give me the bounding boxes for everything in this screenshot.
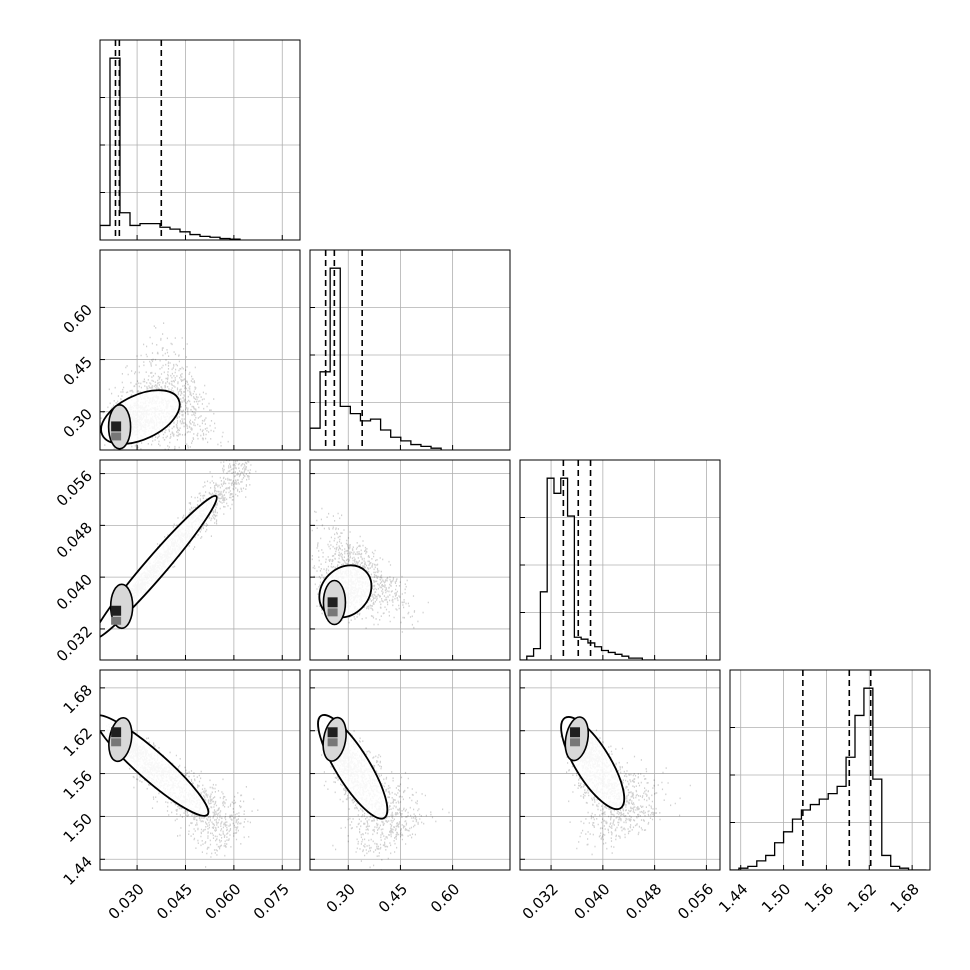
y-tick-label: 1.50 (60, 810, 96, 846)
density-shade (327, 738, 338, 747)
axes-frame (309, 249, 511, 451)
density-shade (570, 738, 581, 747)
density-peak (111, 727, 122, 738)
density-peak (111, 421, 122, 432)
density-peak (327, 727, 338, 738)
axes-frame (99, 39, 301, 241)
axes-frame (519, 459, 721, 661)
panel-3-0: 0.030 0.045 0.060 0.075 1.44 1.50 1.56 1.62 1.68 (60, 669, 301, 923)
x-tick-label: 1.50 (758, 880, 794, 916)
histogram-step (310, 267, 442, 450)
scatter-points (560, 716, 691, 856)
panel-2-2 (519, 459, 721, 661)
panel-3-3: 1.44 1.50 1.56 1.62 1.68 (715, 669, 931, 916)
axes-frame (309, 669, 511, 871)
x-tick-label: 0.045 (153, 880, 196, 923)
contour-outer (100, 389, 181, 445)
panel-2-0: 0.032 0.040 0.048 0.056 (53, 459, 301, 665)
y-tick-label: 1.68 (60, 681, 96, 717)
contour-outer (560, 716, 626, 811)
x-tick-label: 0.075 (250, 880, 293, 923)
x-tick-label: 0.048 (622, 880, 665, 923)
x-tick-label: 1.44 (715, 880, 751, 916)
panel-3-2: 0.032 0.040 0.048 0.056 (519, 669, 721, 923)
axes-frame (309, 459, 511, 661)
x-tick-label: 0.030 (105, 880, 148, 923)
y-tick-label: 0.048 (53, 519, 96, 562)
contour-outer (100, 495, 218, 640)
y-tick-label: 0.60 (60, 301, 96, 337)
contour-outer (100, 714, 210, 817)
y-tick-label: 1.56 (60, 767, 96, 803)
x-tick-label: 0.032 (519, 880, 562, 923)
axes-frame (99, 669, 301, 871)
panel-1-1 (309, 249, 511, 451)
scatter-points (100, 460, 257, 640)
scatter-points (100, 322, 229, 450)
x-tick-label: 1.68 (887, 880, 923, 916)
density-peak (111, 605, 122, 616)
y-tick-label: 0.45 (60, 353, 96, 389)
contour-outer (318, 564, 373, 619)
density-shade (111, 738, 122, 747)
histogram-step (100, 57, 241, 240)
x-tick-label: 1.62 (844, 880, 880, 916)
x-tick-label: 0.30 (323, 880, 359, 916)
x-tick-label: 0.60 (427, 880, 463, 916)
panel-2-1 (309, 459, 511, 661)
x-tick-label: 0.060 (202, 880, 245, 923)
x-tick-label: 0.056 (674, 880, 717, 923)
contour-outer (317, 714, 389, 820)
x-tick-label: 1.56 (801, 880, 837, 916)
density-peak (327, 597, 338, 608)
y-tick-label: 0.032 (53, 622, 96, 665)
density-shade (327, 608, 338, 617)
axes-frame (729, 669, 931, 871)
panel-3-1: 0.30 0.45 0.60 (309, 669, 511, 916)
panel-0-0 (99, 39, 301, 241)
x-tick-label: 0.45 (375, 880, 411, 916)
axes-frame (99, 459, 301, 661)
y-tick-label: 0.040 (53, 570, 96, 613)
scatter-cloud (310, 507, 429, 633)
axes-frame (99, 249, 301, 451)
y-tick-label: 1.44 (60, 853, 96, 889)
scatter-points (100, 714, 259, 868)
y-tick-label: 0.056 (53, 467, 96, 510)
density-shade (111, 616, 122, 625)
scatter-points (310, 507, 429, 633)
x-tick-label: 0.040 (570, 880, 613, 923)
axes-frame (519, 669, 721, 871)
y-tick-label: 1.62 (60, 724, 96, 760)
histogram-step (730, 687, 927, 870)
density-peak (570, 727, 581, 738)
y-tick-label: 0.30 (60, 405, 96, 441)
panel-1-0: 0.30 0.45 0.60 (60, 249, 301, 451)
histogram-step (520, 477, 656, 660)
density-shade (111, 432, 122, 441)
scatter-points (317, 714, 451, 870)
